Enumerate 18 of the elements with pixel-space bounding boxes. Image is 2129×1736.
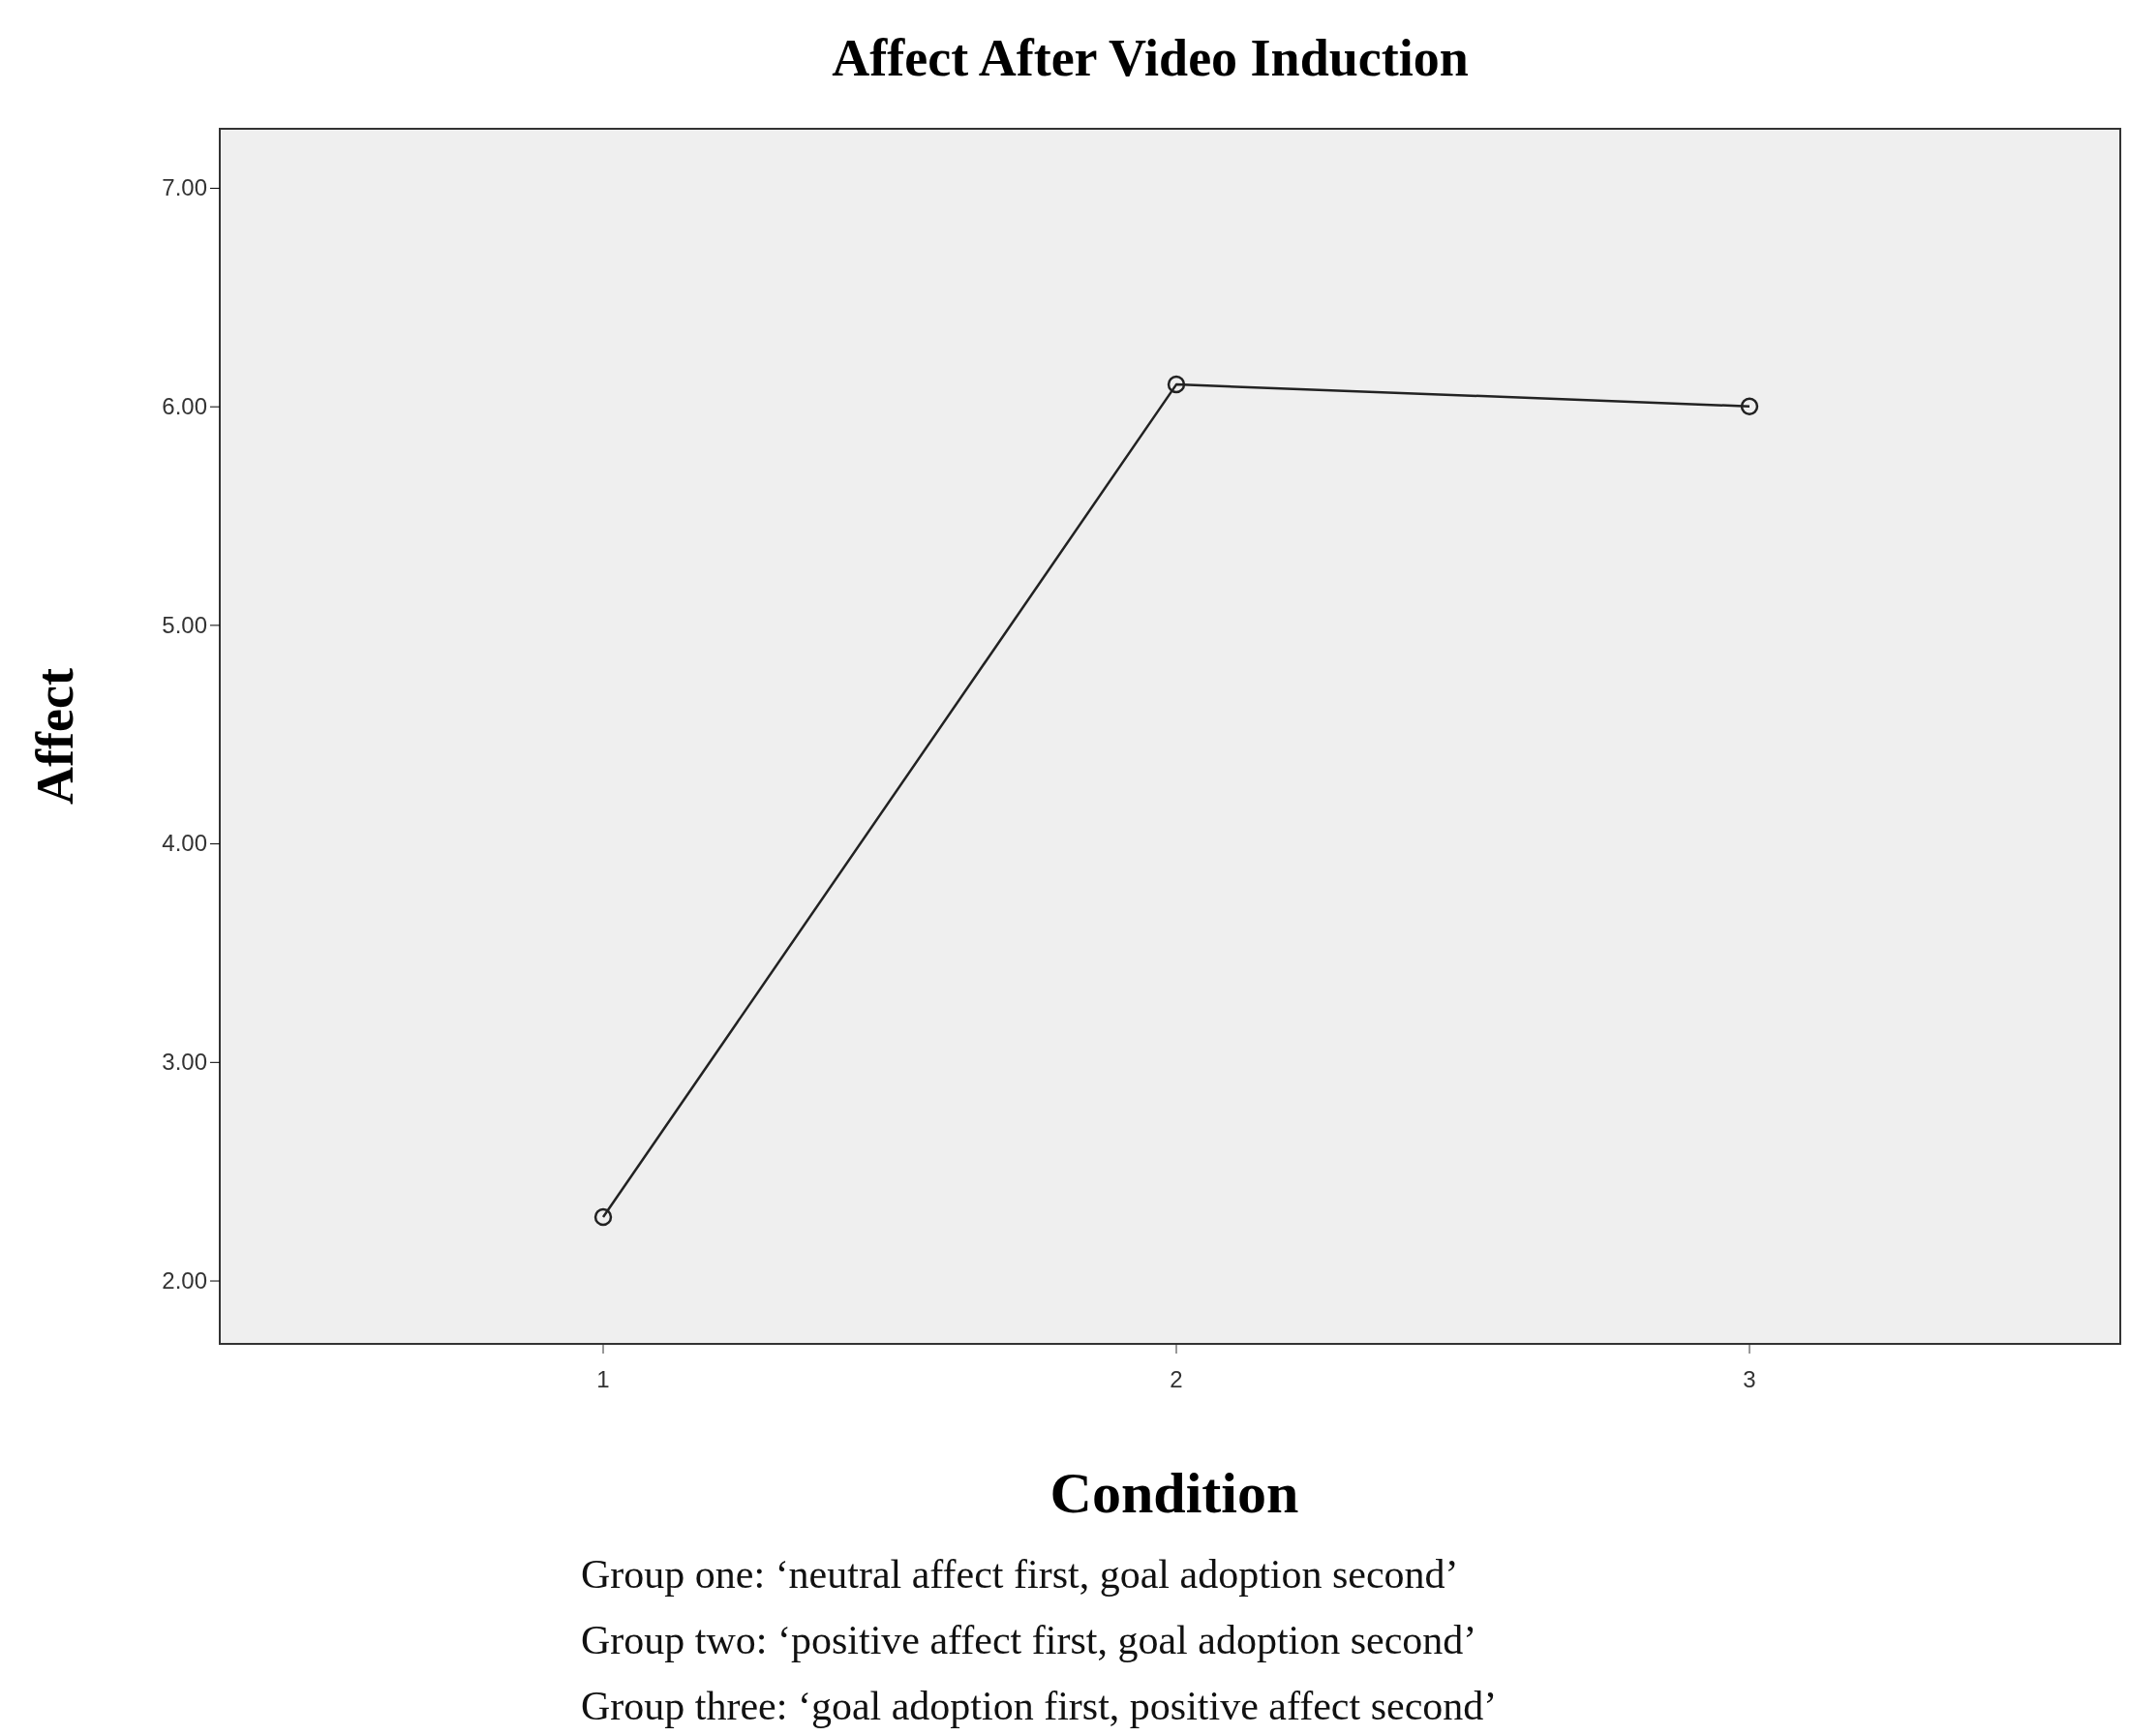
x-tick-label: 2: [1170, 1366, 1183, 1392]
y-tick-label: 6.00: [162, 392, 207, 419]
y-tick-label: 2.00: [162, 1266, 207, 1294]
text: Group three: ‘goal adoption first, positive affect second’: [581, 1684, 1498, 1728]
y-tick-label: 7.00: [162, 174, 207, 201]
point: [1167, 375, 1186, 394]
x-tick-label: 1: [596, 1366, 610, 1392]
y-axis-title: Affect: [26, 668, 84, 805]
x-axis-title: Condition: [1049, 1461, 1299, 1525]
y-tick-label: 5.00: [162, 611, 207, 638]
point: [593, 1207, 613, 1227]
text: Group two: ‘positive affect first, goal adoption second’: [581, 1618, 1477, 1662]
x-tick-label: 3: [1743, 1366, 1756, 1392]
point: [1740, 397, 1759, 415]
y-tick-label: 3.00: [162, 1049, 207, 1075]
y-tick-label: 4.00: [162, 830, 207, 857]
text: Group one: ‘neutral affect first, goal adoption second’: [581, 1552, 1459, 1597]
chart-title: Affect After Video Induction: [832, 29, 1469, 87]
